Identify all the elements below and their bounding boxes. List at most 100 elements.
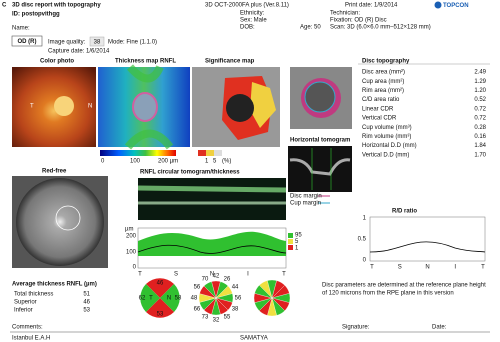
capture-date: Capture date: 1/6/2014 <box>48 49 110 55</box>
avg-label: Total thickness <box>14 292 53 298</box>
param-label: Linear CDR <box>362 106 394 112</box>
legend-label: 1 <box>295 246 299 252</box>
age: Age: 50 <box>300 25 321 31</box>
color-photo-title: Color photo <box>40 59 74 65</box>
dob: DOB: <box>240 25 255 31</box>
panel-letter: C <box>2 3 7 9</box>
red-free-title: Red-free <box>42 169 67 175</box>
sig-scale-1: 5 <box>213 159 217 165</box>
brand: TOPCON <box>443 3 469 9</box>
image-quality-label: Image quality: <box>48 40 86 46</box>
param-label: Disc area (mm²) <box>362 70 405 76</box>
x-label: N <box>210 272 214 278</box>
rd-curve <box>369 241 486 253</box>
photo-n: N <box>88 104 92 110</box>
param-value: 2.49 <box>474 70 486 76</box>
x-label: I <box>247 272 249 278</box>
avg-title: Average thickness RNFL (µm) <box>12 282 97 288</box>
x-label: N <box>425 265 429 271</box>
rnfl-tomogram-title: RNFL circular tomogram/thickness <box>140 170 240 176</box>
avg-label: Superior <box>14 300 37 306</box>
eye: OD (R) <box>18 39 37 45</box>
param-label: Horizontal D.D (mm) <box>362 143 417 149</box>
sector <box>254 285 273 299</box>
print-date: Print date: 1/9/2014 <box>345 3 398 9</box>
note-line: Disc parameters are determined at the re… <box>322 283 486 289</box>
quadrant-nasal: 58 <box>175 296 182 302</box>
brand-logo <box>434 1 442 9</box>
param-label: Cup area (mm²) <box>362 79 404 85</box>
quadrant-temporal: 62 <box>139 296 146 302</box>
clock-value: 56 <box>194 285 201 291</box>
date: Date: <box>432 325 447 331</box>
institution: Istanbul E.A.H <box>12 336 50 342</box>
mode: Mode: Fine (1.1.0) <box>108 40 157 46</box>
disc-topography-title: Disc topography <box>362 59 410 65</box>
tomogram-layer <box>289 158 351 176</box>
x-label: I <box>454 265 456 271</box>
rnfl-curve <box>137 244 287 254</box>
legend-label: 5 <box>295 239 299 245</box>
report-title: 3D disc report with topography <box>12 3 101 9</box>
rnfl-tomogram <box>138 178 286 220</box>
thickness-disc <box>132 92 158 122</box>
param-value: 0.72 <box>474 116 486 122</box>
sig-scale-2: (%) <box>222 159 231 165</box>
horizontal-tomogram-title: Horizontal tomogram <box>290 138 350 144</box>
cup-margin-label: Cup margin <box>290 201 321 207</box>
band-95 <box>138 231 286 256</box>
thickness-scale-1: 100 <box>130 159 141 165</box>
signature: Signature: <box>342 325 370 331</box>
sig-scale-0: 1 <box>205 159 209 165</box>
quadrant-inferior: 53 <box>157 312 164 318</box>
note-line: of 120 microns from the RPE plane in thi… <box>322 291 454 297</box>
horizontal-tomogram <box>288 146 352 192</box>
param-value: 1.84 <box>474 143 486 149</box>
quadrant-chart <box>140 278 180 318</box>
rnfl-ytick: 200 <box>126 234 137 240</box>
comments: Comments: <box>12 325 43 331</box>
legend-label: 95 <box>295 233 302 239</box>
param-label: Cup volume (mm³) <box>362 125 412 131</box>
significance-disc <box>226 94 254 122</box>
significance-yellow <box>250 82 276 128</box>
clock-value: 42 <box>213 274 220 280</box>
thickness-map-title: Thickness map RNFL <box>115 59 176 65</box>
param-value: 1.29 <box>474 79 486 85</box>
patient-id: ID: postopvithgg <box>12 12 60 18</box>
sig-gray <box>214 150 222 156</box>
optic-disc <box>54 96 74 116</box>
quality-box <box>89 36 105 47</box>
param-label: C/D area ratio <box>362 97 400 103</box>
image-quality: 38 <box>94 40 101 46</box>
param-label: Vertical D.D (mm) <box>362 152 409 158</box>
thickness-colorbar <box>100 150 176 156</box>
clock-value: 56 <box>235 296 242 302</box>
avg-label: Inferior <box>14 308 33 314</box>
param-value: 0.16 <box>474 134 486 140</box>
quadrant-superior: 46 <box>157 281 164 287</box>
sector <box>199 285 217 299</box>
clock-value: 55 <box>224 315 231 321</box>
param-value: 0.72 <box>474 106 486 112</box>
rd-ytick: 1 <box>363 216 367 222</box>
param-label: Rim area (mm²) <box>362 88 404 94</box>
rnfl-ytick: 100 <box>126 250 137 256</box>
x-label: S <box>174 272 178 278</box>
param-value: 1.70 <box>474 152 486 158</box>
technician: Technician: <box>330 11 360 17</box>
param-value: 0.52 <box>474 97 486 103</box>
rnfl-unit: µm <box>125 227 133 233</box>
legend-swatch <box>288 239 293 244</box>
rd-title: R/D ratio <box>392 209 417 215</box>
avg-value: 51 <box>83 292 90 298</box>
clock-value: 48 <box>191 296 198 302</box>
param-value: 0.28 <box>474 125 486 131</box>
legend-swatch <box>288 233 293 238</box>
rd-ytick: 0 <box>363 258 367 264</box>
location: SAMATYA <box>240 336 268 342</box>
x-label: S <box>398 265 402 271</box>
clock-value: 70 <box>202 277 209 283</box>
clock-value: 26 <box>224 277 231 283</box>
